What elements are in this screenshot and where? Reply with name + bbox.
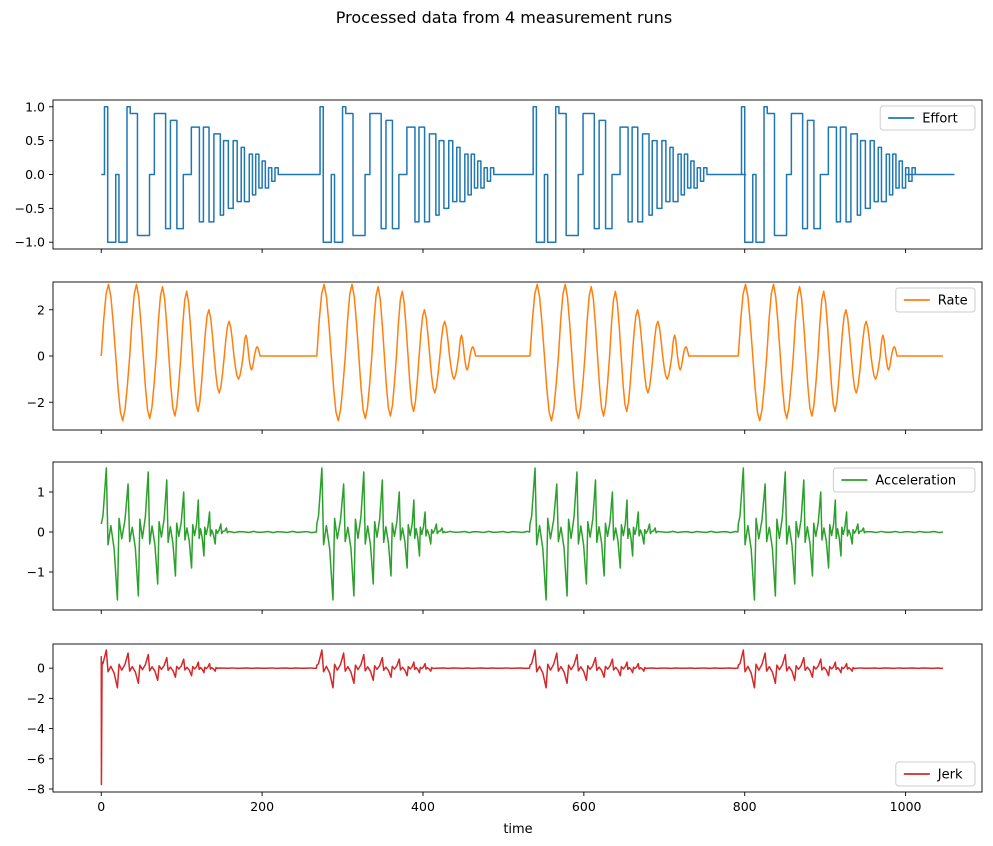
- series-line-effort: [101, 106, 955, 243]
- y-tick-label: 0.5: [25, 133, 45, 148]
- x-tick-label: 600: [572, 799, 596, 814]
- y-tick-label: −1.0: [15, 235, 45, 250]
- y-tick-label: −6: [27, 751, 45, 766]
- effort-panel: 1.0 0.5 0.0 −0.5 −1.0 Effort: [15, 99, 983, 253]
- axes-frame: [52, 461, 983, 611]
- y-tick-label: −2: [27, 395, 45, 410]
- legend-label: Effort: [922, 112, 958, 127]
- chart-title: Processed data from 4 measurement runs: [336, 8, 672, 27]
- y-tick-label: 0: [37, 349, 45, 364]
- legend-box: [895, 287, 976, 313]
- x-tick-label: 800: [733, 799, 757, 814]
- legend-label: Rate: [938, 294, 968, 309]
- y-tick-label: 0.0: [25, 167, 45, 182]
- x-tick-label: 400: [411, 799, 435, 814]
- series-line-rate: [100, 283, 943, 422]
- legend-box: [895, 761, 976, 787]
- y-tick-label: −8: [27, 781, 45, 796]
- x-tick-label: 1000: [890, 799, 922, 814]
- x-tick-label: 200: [250, 799, 274, 814]
- series-line-jerk: [100, 649, 944, 786]
- acceleration-panel: 1 0 −1 Acceleration: [27, 461, 983, 614]
- legend-label: Jerk: [937, 768, 963, 783]
- y-tick-label: 0: [37, 525, 45, 540]
- y-tick-label: −0.5: [15, 201, 45, 216]
- y-tick-label: −2: [27, 691, 45, 706]
- axes-frame: [52, 643, 983, 793]
- rate-panel: 2 0 −2 Rate: [27, 281, 983, 434]
- y-tick-label: 1: [37, 485, 45, 500]
- x-tick-label: 0: [97, 799, 105, 814]
- y-tick-label: 1.0: [25, 99, 45, 114]
- legend-box: [879, 105, 976, 131]
- x-axis-label: time: [503, 822, 532, 837]
- y-tick-label: −4: [27, 721, 45, 736]
- legend-box: [832, 467, 976, 493]
- y-tick-label: 2: [37, 302, 45, 317]
- jerk-panel: 0 −2 −4 −6 −8 0 200 400 600 800 1000 Jerk: [27, 643, 983, 814]
- y-tick-label: 0: [37, 661, 45, 676]
- y-tick-label: −1: [27, 565, 45, 580]
- legend-label: Acceleration: [875, 474, 956, 489]
- series-line-acceleration: [100, 467, 944, 601]
